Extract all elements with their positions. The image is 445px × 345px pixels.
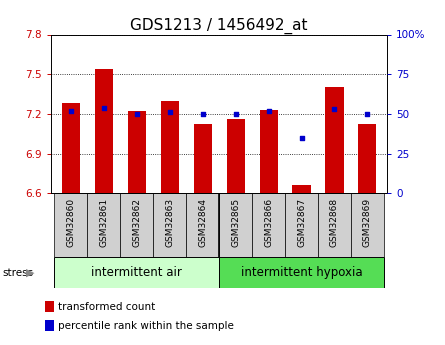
Bar — [292, 185, 311, 193]
Text: intermittent hypoxia: intermittent hypoxia — [241, 266, 362, 279]
Text: GSM32861: GSM32861 — [99, 198, 109, 247]
Point — [298, 135, 305, 140]
FancyBboxPatch shape — [120, 193, 153, 257]
FancyBboxPatch shape — [54, 193, 87, 257]
FancyBboxPatch shape — [285, 193, 318, 257]
Text: percentile rank within the sample: percentile rank within the sample — [58, 321, 234, 331]
FancyBboxPatch shape — [186, 193, 219, 257]
Text: transformed count: transformed count — [58, 302, 155, 312]
Bar — [95, 69, 113, 193]
Point — [67, 108, 74, 114]
Bar — [161, 101, 179, 193]
FancyBboxPatch shape — [351, 193, 384, 257]
Text: ▶: ▶ — [26, 268, 35, 277]
FancyBboxPatch shape — [54, 257, 219, 288]
Bar — [227, 119, 245, 193]
Point — [364, 111, 371, 117]
Text: stress: stress — [2, 268, 33, 277]
FancyBboxPatch shape — [219, 193, 252, 257]
Text: GSM32868: GSM32868 — [330, 198, 339, 247]
FancyBboxPatch shape — [87, 193, 120, 257]
Point — [166, 109, 173, 115]
Text: GSM32864: GSM32864 — [198, 198, 207, 247]
Text: intermittent air: intermittent air — [91, 266, 182, 279]
Bar — [259, 110, 278, 193]
FancyBboxPatch shape — [219, 257, 384, 288]
Point — [331, 106, 338, 112]
Bar — [358, 125, 376, 193]
Point — [199, 111, 206, 117]
Text: GSM32866: GSM32866 — [264, 198, 273, 247]
Bar — [325, 87, 344, 193]
FancyBboxPatch shape — [252, 193, 285, 257]
Text: GSM32867: GSM32867 — [297, 198, 306, 247]
FancyBboxPatch shape — [153, 193, 186, 257]
Bar — [62, 103, 80, 193]
Bar — [194, 125, 212, 193]
Text: GSM32860: GSM32860 — [66, 198, 76, 247]
Text: GSM32869: GSM32869 — [363, 198, 372, 247]
Text: GSM32865: GSM32865 — [231, 198, 240, 247]
FancyBboxPatch shape — [318, 193, 351, 257]
Title: GDS1213 / 1456492_at: GDS1213 / 1456492_at — [130, 18, 308, 34]
Point — [133, 111, 140, 117]
Point — [232, 111, 239, 117]
Point — [265, 108, 272, 114]
Text: GSM32862: GSM32862 — [132, 198, 142, 247]
Point — [100, 105, 107, 110]
Bar — [128, 111, 146, 193]
Text: GSM32863: GSM32863 — [165, 198, 174, 247]
